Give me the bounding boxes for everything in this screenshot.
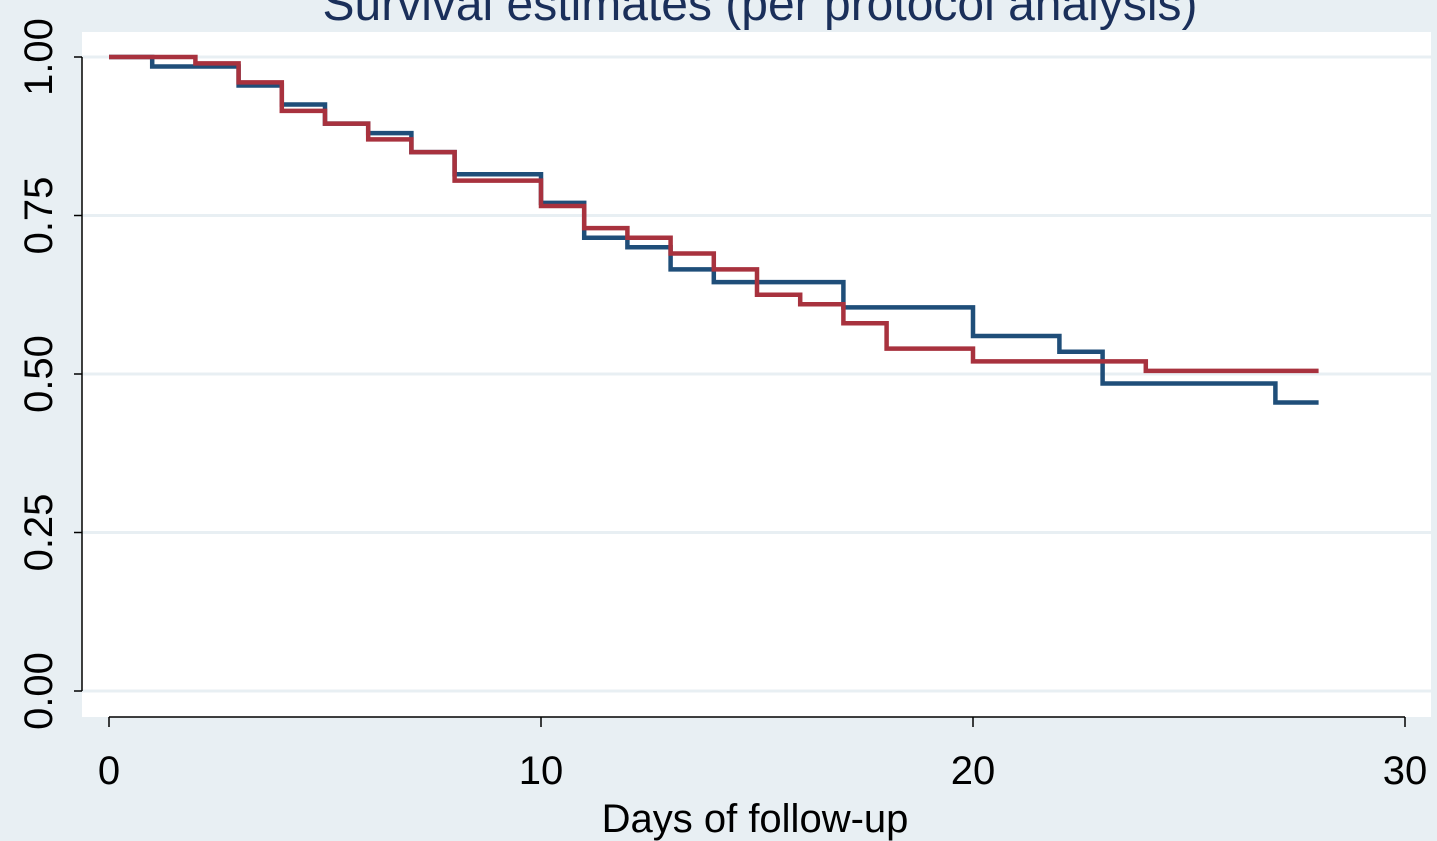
axes: 0.00 0.25 0.50 0.75 1.00 0 10 20 30 [17, 18, 1427, 793]
chart-title: Survival estimates (per protocol analysi… [323, 0, 1198, 31]
x-tick-label: 0 [98, 749, 120, 793]
x-tick-label: 30 [1383, 749, 1428, 793]
gridlines [82, 55, 1431, 693]
y-tick-label: 0.00 [17, 652, 61, 730]
x-axis-label: Days of follow-up [602, 797, 909, 841]
y-tick-label: 0.75 [17, 177, 61, 255]
y-tick-label: 0.25 [17, 494, 61, 572]
series-line-2 [109, 54, 1319, 374]
series-lines [109, 54, 1319, 405]
y-tick-label: 0.50 [17, 335, 61, 413]
y-tick-label: 1.00 [17, 18, 61, 96]
x-tick-label: 20 [951, 749, 996, 793]
x-tick-label: 10 [519, 749, 564, 793]
